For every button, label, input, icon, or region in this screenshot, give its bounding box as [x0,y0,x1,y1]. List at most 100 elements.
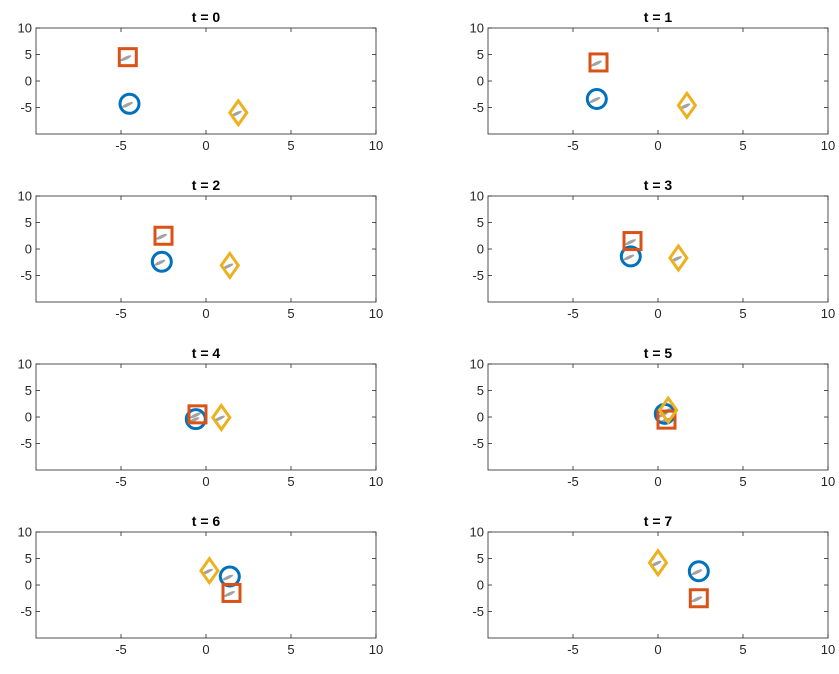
y-tick-label: 0 [477,578,484,593]
panel-title: t = 3 [644,177,673,193]
density-trace [224,591,235,597]
y-tick-label: 5 [25,47,32,62]
square-marker [117,47,138,68]
x-tick-label: 5 [287,642,294,657]
y-tick-label: 10 [18,189,32,204]
density-trace [190,412,201,419]
square-marker [588,52,609,73]
x-tick-label: 0 [654,306,661,321]
diamond-marker [219,250,241,281]
x-tick-label: 0 [654,474,661,489]
density-trace [213,415,225,422]
circle-marker [687,560,710,583]
x-tick-label: 5 [287,474,294,489]
y-tick-label: 0 [25,578,32,593]
y-tick-label: 0 [25,410,32,425]
x-tick-label: 10 [369,642,383,657]
square-marker [221,582,242,603]
axes-frame [35,531,377,639]
x-tick-label: 0 [202,306,209,321]
panel-title: t = 6 [192,513,221,529]
circle-marker [619,245,642,268]
x-tick-label: 10 [369,306,383,321]
x-tick-label: 10 [369,474,383,489]
density-trace [154,259,166,266]
x-tick-label: 10 [369,138,383,153]
x-tick-label: 0 [202,138,209,153]
y-tick-label: -5 [20,100,32,115]
y-tick-label: 10 [470,357,484,372]
panel-title: t = 0 [192,9,221,25]
y-tick-label: 10 [470,189,484,204]
square-marker [622,231,643,252]
density-trace [691,569,703,576]
panel-title: t = 5 [644,345,673,361]
density-trace [201,568,213,575]
x-tick-label: 0 [654,138,661,153]
density-trace [222,263,234,270]
y-tick-label: 10 [470,21,484,36]
density-trace [623,254,635,261]
axes-frame [35,27,377,135]
x-tick-label: 10 [821,306,835,321]
x-tick-label: 5 [287,306,294,321]
diamond-marker [199,556,220,586]
density-trace [625,239,636,245]
density-trace [222,574,234,581]
y-tick-label: 5 [477,47,484,62]
square-marker [656,409,677,430]
x-tick-label: 0 [202,642,209,657]
x-tick-label: 10 [821,642,835,657]
density-trace [589,97,601,103]
x-tick-label: 5 [739,474,746,489]
y-tick-label: 0 [477,242,484,257]
density-trace [670,256,682,262]
x-tick-label: 0 [202,474,209,489]
x-tick-label: 10 [821,138,835,153]
y-tick-label: 0 [477,410,484,425]
square-marker [153,225,174,246]
x-tick-label: 5 [739,138,746,153]
axes-frame [487,531,829,639]
density-trace [691,596,703,603]
circle-marker [150,250,173,273]
y-tick-label: 10 [18,357,32,372]
density-trace [591,60,602,67]
panel-5: t = 5 -5 0 5 10 10 5 0 -5 [470,345,836,489]
diamond-marker [668,243,689,273]
panel-2: t = 2 -5 0 5 10 10 5 0 -5 [18,177,384,321]
square-marker [688,588,709,609]
panel-title: t = 7 [644,513,673,529]
x-tick-label: -5 [567,642,579,657]
y-tick-label: 10 [470,525,484,540]
x-tick-label: 10 [821,474,835,489]
y-tick-label: 10 [18,21,32,36]
density-trace [230,110,242,117]
circle-marker [585,88,608,111]
density-trace [122,101,133,108]
panel-1: t = 1 -5 0 5 10 10 5 0 -5 [470,9,836,153]
panel-title: t = 4 [192,345,221,361]
x-tick-label: -5 [567,306,579,321]
x-tick-label: -5 [115,138,127,153]
density-trace [650,560,662,567]
density-trace [156,233,167,240]
x-tick-label: -5 [115,642,127,657]
y-tick-label: 0 [477,74,484,89]
y-tick-label: -5 [472,604,484,619]
diamond-marker [647,548,669,578]
square-marker [187,404,208,425]
x-tick-label: -5 [115,474,127,489]
y-tick-label: 5 [477,383,484,398]
y-tick-label: 0 [25,242,32,257]
y-tick-label: 5 [25,383,32,398]
y-tick-label: 5 [477,551,484,566]
panel-4: t = 4 -5 0 5 10 10 5 0 -5 [18,345,384,489]
y-tick-label: 5 [25,551,32,566]
circle-marker [218,565,241,588]
y-tick-label: 0 [25,74,32,89]
y-tick-label: 10 [18,525,32,540]
x-tick-label: 0 [654,642,661,657]
diamond-marker [676,90,698,120]
